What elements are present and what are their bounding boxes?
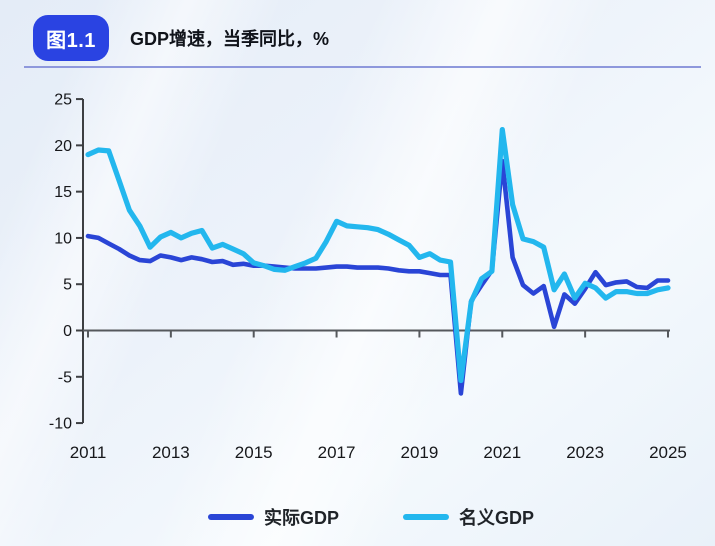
y-axis-tick-label: -5 (58, 369, 72, 386)
header-divider (24, 66, 701, 68)
x-axis-tick-label: 2023 (566, 443, 604, 462)
y-axis-tick-label: 0 (63, 323, 72, 340)
x-axis-tick-label: 2019 (401, 443, 439, 462)
x-axis-tick-label: 2025 (649, 443, 687, 462)
y-axis-tick-label: -10 (49, 416, 72, 433)
y-axis-tick-label: 25 (54, 92, 72, 109)
y-axis-tick-label: 10 (54, 230, 72, 247)
real-gdp-line-swatch (207, 514, 254, 520)
chart-legend: 实际GDP 名义GDP (207, 504, 534, 530)
x-axis-tick-label: 2011 (70, 443, 107, 462)
y-axis-tick-label: 20 (54, 138, 72, 155)
legend-item-nominal-gdp: 名义GDP (403, 504, 534, 530)
x-axis-tick-label: 2021 (483, 443, 521, 462)
real-gdp-line (85, 158, 671, 396)
legend-item-real-gdp: 实际GDP (207, 504, 339, 530)
legend-label-real-gdp: 实际GDP (263, 508, 339, 528)
x-axis-tick-label: 2015 (235, 443, 273, 462)
chart-title: GDP增速，当季同比，% (130, 29, 330, 49)
nominal-gdp-line (85, 127, 671, 384)
nominal-gdp-line-swatch (403, 514, 449, 520)
y-axis-tick-label: 5 (63, 277, 72, 294)
figure-number-badge: 图1.1 (33, 15, 109, 61)
legend-label-nominal-gdp: 名义GDP (459, 508, 535, 528)
x-axis-tick-label: 2017 (318, 443, 356, 462)
y-axis-tick-label: 15 (54, 184, 72, 201)
x-axis-tick-label: 2013 (152, 443, 190, 462)
